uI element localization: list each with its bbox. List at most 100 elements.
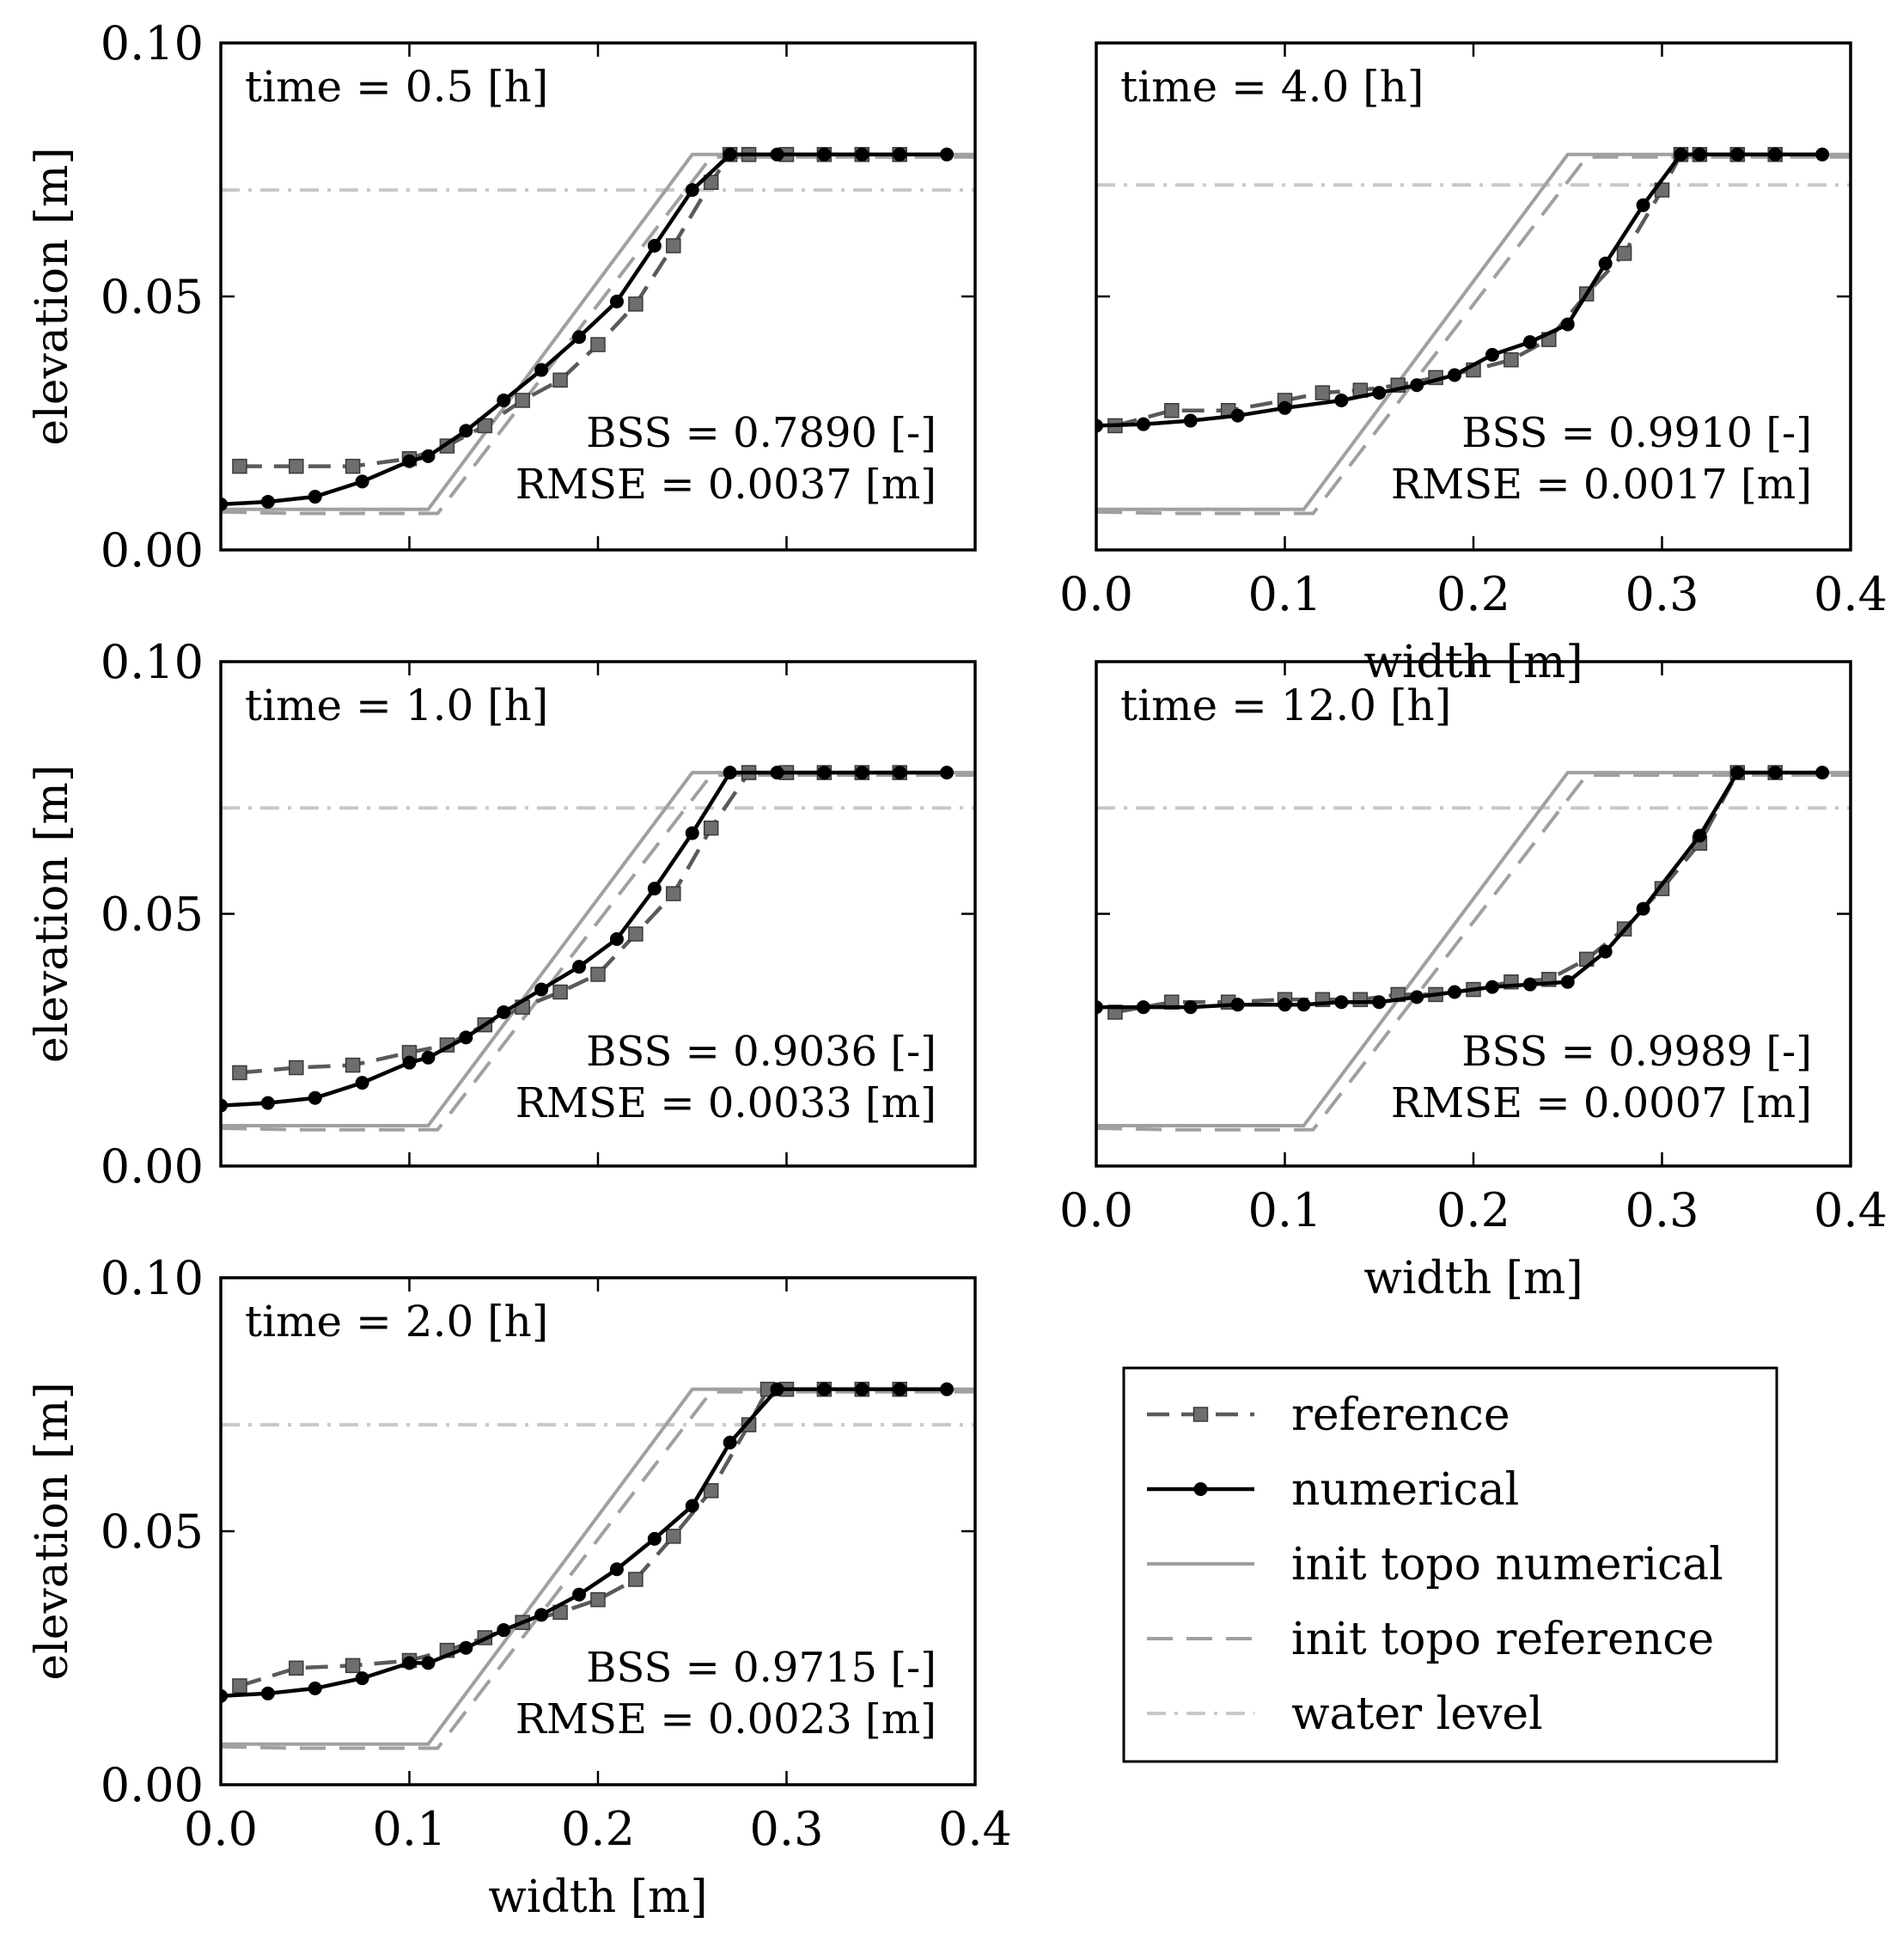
reference-point bbox=[552, 984, 568, 1000]
x-tick-label: 0.4 bbox=[1814, 567, 1888, 621]
numerical-point bbox=[497, 1623, 511, 1638]
numerical-point bbox=[1815, 147, 1830, 162]
numerical-point bbox=[893, 147, 907, 162]
rmse-annotation: RMSE = 0.0017 [m] bbox=[1391, 461, 1812, 509]
numerical-point bbox=[572, 1587, 587, 1602]
reference-point bbox=[232, 458, 247, 474]
reference-point bbox=[515, 393, 530, 408]
numerical-point bbox=[260, 1686, 275, 1700]
x-tick-label: 0.3 bbox=[1625, 1183, 1699, 1237]
axes-frame bbox=[219, 1276, 977, 1786]
reference-line bbox=[1114, 152, 1776, 428]
numerical-point bbox=[723, 766, 737, 780]
rmse-annotation: RMSE = 0.0033 [m] bbox=[515, 1079, 936, 1127]
numerical-point bbox=[609, 931, 624, 946]
panel-4: 0.0 0.1 0.2 0.3 0.4 width [m] time = 12.0 [h] B… bbox=[1059, 660, 1888, 1304]
numerical-point bbox=[1372, 386, 1387, 400]
x-tick-label: 0.0 bbox=[1059, 567, 1133, 621]
rmse-annotation: RMSE = 0.0023 [m] bbox=[515, 1695, 936, 1743]
x-tick-label: 0.3 bbox=[750, 1802, 824, 1856]
numerical-point bbox=[1410, 378, 1424, 393]
numerical-point bbox=[1136, 1000, 1150, 1015]
legend: reference numerical init topo numerical ini… bbox=[1122, 1366, 1778, 1763]
numerical-point bbox=[1636, 901, 1650, 916]
numerical-point bbox=[221, 1688, 228, 1703]
reference-point bbox=[741, 1417, 757, 1432]
reference-point bbox=[1616, 246, 1632, 261]
reference-point bbox=[703, 1483, 719, 1499]
init-topo-reference-line bbox=[221, 155, 975, 516]
x-tick-label: 0.1 bbox=[373, 1802, 447, 1856]
plot-area bbox=[1096, 147, 1851, 516]
numerical-point bbox=[534, 982, 549, 997]
numerical-point bbox=[1230, 998, 1245, 1012]
numerical-point bbox=[402, 454, 417, 468]
numerical-point bbox=[355, 474, 369, 489]
numerical-point bbox=[497, 1004, 511, 1019]
reference-point bbox=[552, 372, 568, 388]
panel-title: time = 12.0 [h] bbox=[1120, 681, 1451, 730]
numerical-point bbox=[1730, 766, 1745, 780]
reference-line bbox=[239, 770, 900, 1075]
numerical-point bbox=[355, 1076, 369, 1090]
y-axis-label: elevation [m] bbox=[27, 147, 78, 445]
numerical-point bbox=[402, 1055, 417, 1070]
numerical-line bbox=[1096, 152, 1823, 428]
legend-label: numerical bbox=[1291, 1464, 1519, 1516]
reference-point bbox=[628, 1572, 643, 1587]
numerical-point bbox=[855, 1382, 869, 1396]
numerical-point bbox=[1183, 1000, 1198, 1015]
reference-point bbox=[666, 886, 681, 901]
bss-annotation: BSS = 0.7890 [-] bbox=[586, 409, 936, 457]
reference-point bbox=[1164, 403, 1180, 418]
numerical-point bbox=[1560, 974, 1575, 989]
panel-title: time = 2.0 [h] bbox=[245, 1297, 548, 1346]
x-tick-label: 0.2 bbox=[1436, 567, 1510, 621]
panel-title: time = 1.0 [h] bbox=[245, 681, 548, 730]
numerical-point bbox=[221, 497, 228, 511]
x-tick-label: 0.2 bbox=[561, 1802, 635, 1856]
y-tick-label: 0.05 bbox=[101, 888, 204, 942]
reference-point bbox=[590, 1591, 606, 1608]
numerical-point bbox=[1485, 980, 1499, 994]
x-tick-label: 0.3 bbox=[1625, 567, 1699, 621]
numerical-point bbox=[1278, 400, 1292, 415]
numerical-point bbox=[1372, 995, 1387, 1010]
numerical-point bbox=[402, 1656, 417, 1670]
numerical-point bbox=[1522, 335, 1537, 350]
numerical-point bbox=[221, 1098, 228, 1113]
numerical-point bbox=[1768, 766, 1783, 780]
reference-point bbox=[289, 458, 304, 474]
y-tick-label: 0.00 bbox=[101, 523, 204, 577]
numerical-point bbox=[940, 147, 955, 162]
legend-item-water: water level bbox=[1147, 1688, 1543, 1740]
x-tick-label: 0.1 bbox=[1248, 567, 1322, 621]
numerical-point bbox=[1768, 147, 1783, 162]
legend-item-init_ref: init topo reference bbox=[1147, 1614, 1714, 1665]
reference-point bbox=[1314, 385, 1331, 400]
reference-point bbox=[477, 418, 493, 434]
legend-reference-marker bbox=[1192, 1407, 1209, 1422]
numerical-point bbox=[534, 363, 549, 377]
legend-item-reference: reference bbox=[1147, 1389, 1510, 1441]
reference-point bbox=[703, 174, 719, 190]
reference-line bbox=[1114, 770, 1776, 1015]
reference-point bbox=[232, 1065, 247, 1081]
legend-label: init topo reference bbox=[1291, 1614, 1714, 1665]
numerical-point bbox=[1674, 147, 1688, 162]
numerical-point bbox=[940, 1382, 955, 1396]
legend-numerical-marker bbox=[1193, 1482, 1208, 1496]
numerical-point bbox=[855, 766, 869, 780]
plot-area bbox=[221, 147, 975, 516]
y-axis-label: elevation [m] bbox=[27, 1382, 78, 1680]
reference-point bbox=[1352, 992, 1369, 1008]
y-tick-label: 0.00 bbox=[101, 1139, 204, 1194]
reference-point bbox=[345, 1057, 361, 1073]
numerical-point bbox=[1485, 347, 1499, 362]
bss-annotation: BSS = 0.9715 [-] bbox=[586, 1644, 936, 1692]
plot-area bbox=[1096, 765, 1851, 1132]
init-topo-reference-line bbox=[221, 773, 975, 1132]
numerical-point bbox=[609, 1562, 624, 1577]
numerical-point bbox=[1334, 393, 1349, 407]
